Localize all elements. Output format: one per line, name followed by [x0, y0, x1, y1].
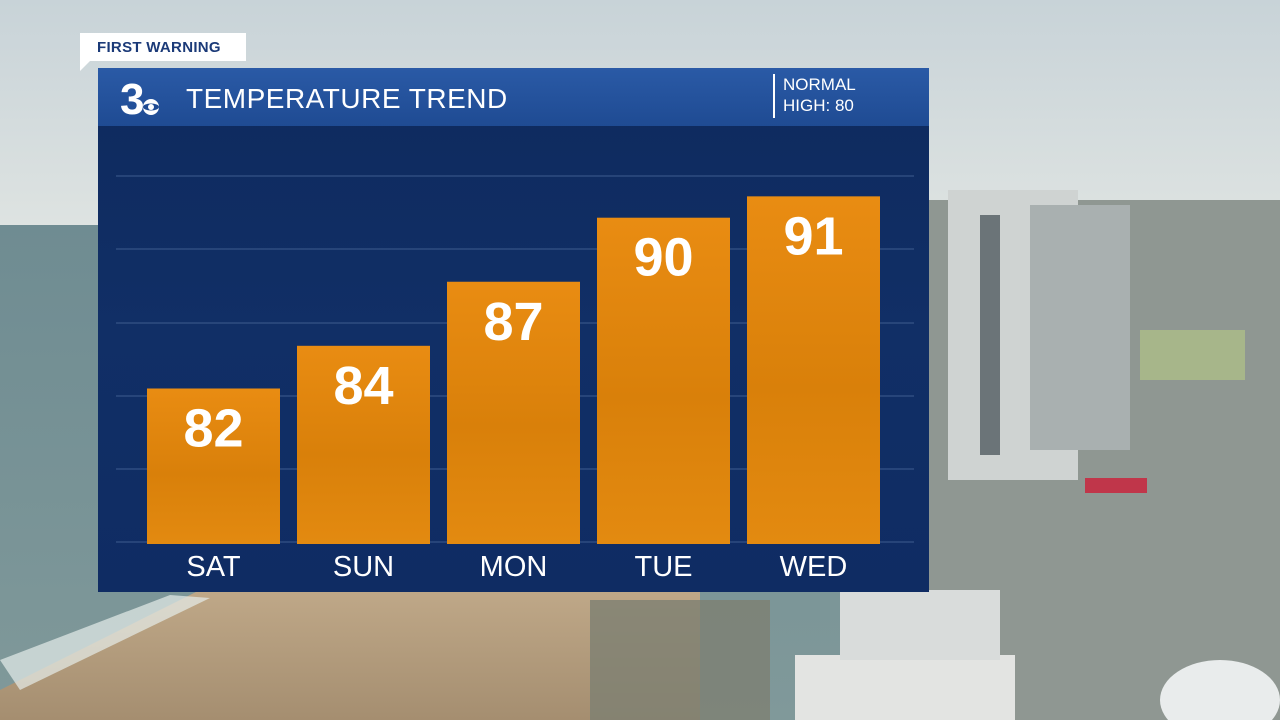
category-label-sun: SUN — [333, 551, 394, 583]
bar-mon — [447, 281, 580, 544]
bars-group — [147, 196, 880, 544]
data-label-mon: 87 — [483, 292, 543, 352]
data-label-sat: 82 — [183, 399, 243, 459]
logo-number: 3 — [120, 75, 144, 120]
tag-notch — [80, 61, 90, 71]
category-label-sat: SAT — [186, 551, 241, 583]
normal-label: NORMAL — [783, 75, 856, 94]
first-warning-tag: FIRST WARNING — [80, 33, 246, 61]
cbs-eye-center — [148, 104, 154, 110]
panel-header: 3 TEMPERATURE TREND NORMAL HIGH: 80 — [98, 68, 929, 126]
data-label-sun: 84 — [333, 356, 393, 416]
normal-high-box: NORMAL HIGH: 80 — [773, 74, 856, 118]
bar-tue — [597, 217, 730, 544]
labels-group: 82 SAT 84 SUN 87 MON 90 TUE 91 WED — [183, 206, 847, 583]
station-logo: 3 — [120, 75, 159, 120]
category-label-mon: MON — [480, 551, 548, 583]
chart-title: TEMPERATURE TREND — [186, 83, 508, 114]
bar-sat — [147, 388, 280, 544]
normal-high-value: HIGH: 80 — [783, 96, 854, 115]
data-label-wed: 91 — [783, 206, 843, 266]
bar-chart: 82 SAT 84 SUN 87 MON 90 TUE 91 WED — [116, 175, 914, 583]
category-label-wed: WED — [780, 551, 848, 583]
category-label-tue: TUE — [635, 551, 693, 583]
bar-wed — [747, 196, 880, 544]
temperature-panel: 3 TEMPERATURE TREND NORMAL HIGH: 80 82 SA… — [98, 68, 929, 592]
bar-sun — [297, 345, 430, 544]
data-label-tue: 90 — [633, 228, 693, 288]
